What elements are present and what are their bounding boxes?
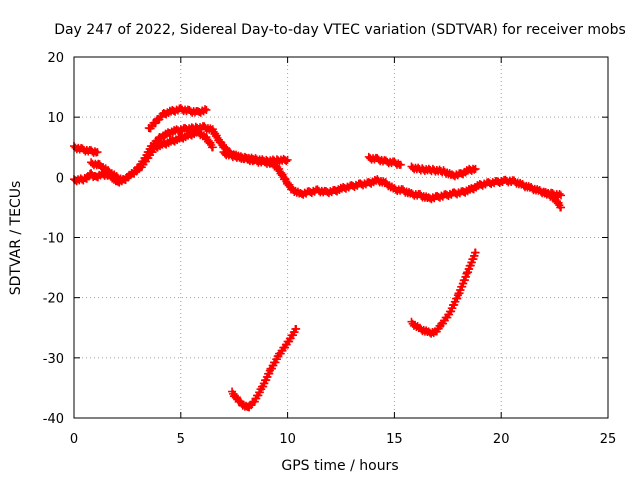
y-tick-label: -20 bbox=[43, 292, 64, 307]
y-tick-label: 20 bbox=[47, 51, 64, 66]
data-point bbox=[557, 191, 566, 200]
grid bbox=[73, 56, 609, 419]
data-point bbox=[292, 324, 301, 333]
data-point bbox=[93, 148, 102, 157]
y-tick-label: -40 bbox=[43, 412, 64, 427]
y-axis-title: SDTVAR / TECUs bbox=[8, 181, 24, 296]
chart-title: Day 247 of 2022, Sidereal Day-to-day VTE… bbox=[54, 22, 626, 38]
y-tick-label: 10 bbox=[47, 111, 64, 126]
plot-series bbox=[70, 104, 566, 412]
series-arc-5 bbox=[219, 148, 292, 167]
x-tick-label: 20 bbox=[493, 432, 510, 447]
x-tick-label: 15 bbox=[386, 432, 403, 447]
series-arc-4 bbox=[144, 104, 211, 133]
x-tick-label: 5 bbox=[177, 432, 185, 447]
data-point bbox=[557, 203, 566, 212]
data-point bbox=[471, 248, 480, 257]
y-tick-label: -10 bbox=[43, 232, 64, 247]
data-point bbox=[396, 160, 405, 169]
tick-labels: 0 5 10 15 20 25 -40 -30 -20 -10 0 10 20 bbox=[43, 51, 617, 447]
series-arc-8 bbox=[539, 187, 566, 200]
series-arc-6 bbox=[364, 152, 405, 169]
data-point bbox=[470, 165, 479, 174]
data-point bbox=[282, 157, 291, 166]
y-tick-label: 0 bbox=[56, 171, 64, 186]
series-arc-7 bbox=[407, 162, 480, 181]
data-point bbox=[555, 189, 564, 198]
x-axis-title: GPS time / hours bbox=[281, 458, 398, 474]
plot-frame bbox=[73, 56, 609, 419]
data-point bbox=[471, 164, 480, 173]
data-point bbox=[202, 105, 211, 114]
x-tick-label: 0 bbox=[70, 432, 78, 447]
series-arc-9 bbox=[228, 324, 301, 412]
series-arc-2 bbox=[70, 142, 102, 157]
y-tick-label: -30 bbox=[43, 352, 64, 367]
data-point bbox=[208, 143, 217, 152]
data-point bbox=[283, 155, 292, 164]
series-arc-10 bbox=[407, 248, 480, 338]
series-arc-3 bbox=[87, 127, 217, 185]
x-tick-label: 10 bbox=[279, 432, 296, 447]
x-tick-label: 25 bbox=[600, 432, 617, 447]
